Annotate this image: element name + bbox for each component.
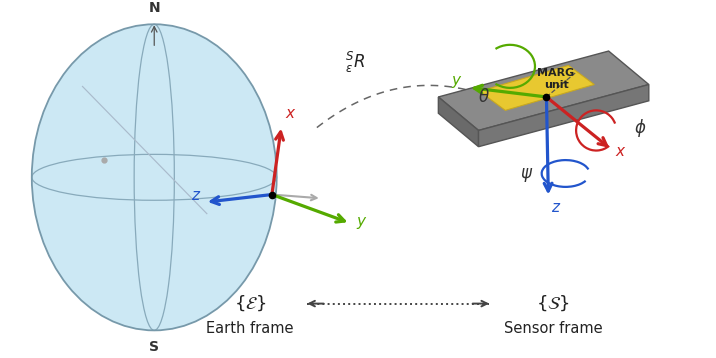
Text: $z$: $z$ xyxy=(551,200,561,215)
Ellipse shape xyxy=(32,24,276,330)
Text: $x$: $x$ xyxy=(615,144,627,159)
Text: MARG
unit: MARG unit xyxy=(538,68,575,90)
Polygon shape xyxy=(480,66,594,110)
Polygon shape xyxy=(438,51,649,130)
Text: $^S_\varepsilon R$: $^S_\varepsilon R$ xyxy=(345,50,365,75)
Text: $\psi$: $\psi$ xyxy=(520,166,533,184)
Text: $y$: $y$ xyxy=(451,74,463,91)
Text: $z$: $z$ xyxy=(190,188,201,203)
Text: Sensor frame: Sensor frame xyxy=(504,321,602,336)
Text: $\{\mathcal{E}\}$: $\{\mathcal{E}\}$ xyxy=(233,294,266,313)
Text: $\{\mathcal{S}\}$: $\{\mathcal{S}\}$ xyxy=(536,294,570,313)
Text: $\phi$: $\phi$ xyxy=(634,117,647,139)
Text: $x$: $x$ xyxy=(285,106,297,121)
Text: $\theta$: $\theta$ xyxy=(478,88,490,106)
Text: $y$: $y$ xyxy=(356,215,367,231)
Text: Earth frame: Earth frame xyxy=(206,321,294,336)
Polygon shape xyxy=(478,84,649,147)
Polygon shape xyxy=(438,97,478,147)
Text: S: S xyxy=(149,340,159,354)
Text: N: N xyxy=(148,1,160,15)
